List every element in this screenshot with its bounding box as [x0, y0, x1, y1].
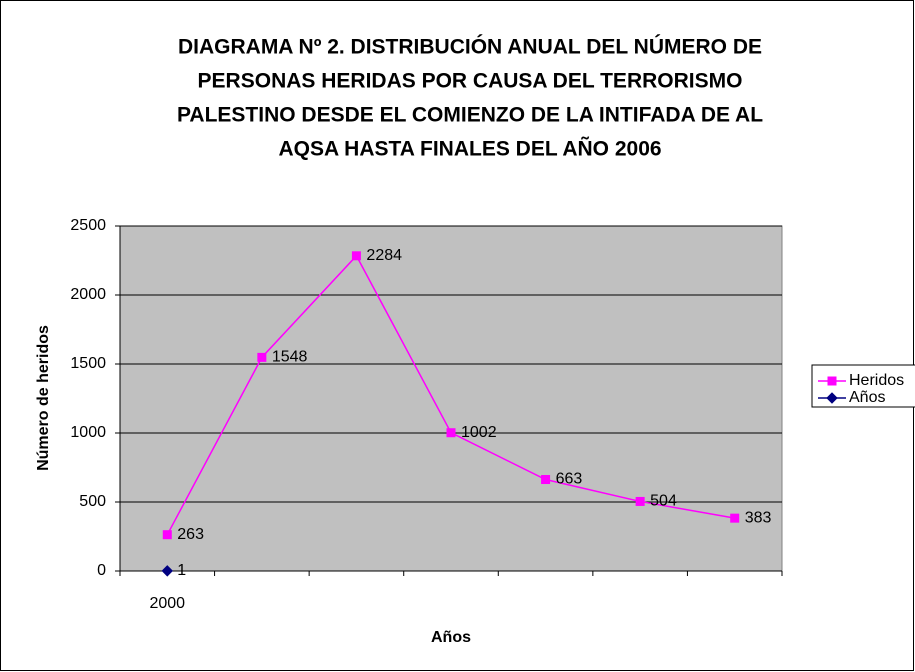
data-point: [730, 513, 740, 523]
y-tick-label: 1500: [70, 355, 106, 372]
data-point: [541, 475, 551, 485]
data-label: 263: [177, 526, 204, 543]
legend-label: Heridos: [849, 372, 904, 389]
data-point: [351, 251, 361, 261]
data-point: [161, 565, 173, 577]
legend-marker: [827, 376, 837, 386]
y-tick-label: 0: [97, 562, 106, 579]
legend-marker: [826, 392, 838, 404]
data-label: 2284: [366, 247, 402, 264]
x-axis-title: Años: [431, 629, 471, 646]
y-tick-label: 1000: [70, 424, 106, 441]
y-axis-title: Número de heridos: [35, 325, 52, 471]
data-label: 1002: [461, 424, 497, 441]
y-tick-label: 2500: [70, 217, 106, 234]
data-label: 504: [650, 493, 677, 510]
data-point: [162, 530, 172, 540]
legend-label: Años: [849, 389, 885, 406]
data-point: [446, 428, 456, 438]
chart-title: PERSONAS HERIDAS POR CAUSA DEL TERRORISM…: [198, 70, 743, 93]
chart-title: AQSA HASTA FINALES DEL AÑO 2006: [278, 138, 661, 161]
chart-title: DIAGRAMA Nº 2. DISTRIBUCIÓN ANUAL DEL NÚ…: [178, 35, 762, 59]
data-label: 663: [556, 471, 583, 488]
data-label: 1: [177, 562, 186, 579]
data-point: [635, 496, 645, 506]
y-tick-label: 2000: [70, 286, 106, 303]
plot-area: [119, 225, 783, 572]
data-label: 1548: [272, 349, 308, 366]
data-label: 383: [745, 509, 772, 526]
data-point: [257, 352, 267, 362]
chart-title: PALESTINO DESDE EL COMIENZO DE LA INTIFA…: [177, 104, 763, 127]
x-tick-label: 2000: [149, 595, 185, 612]
y-tick-label: 500: [79, 493, 106, 510]
